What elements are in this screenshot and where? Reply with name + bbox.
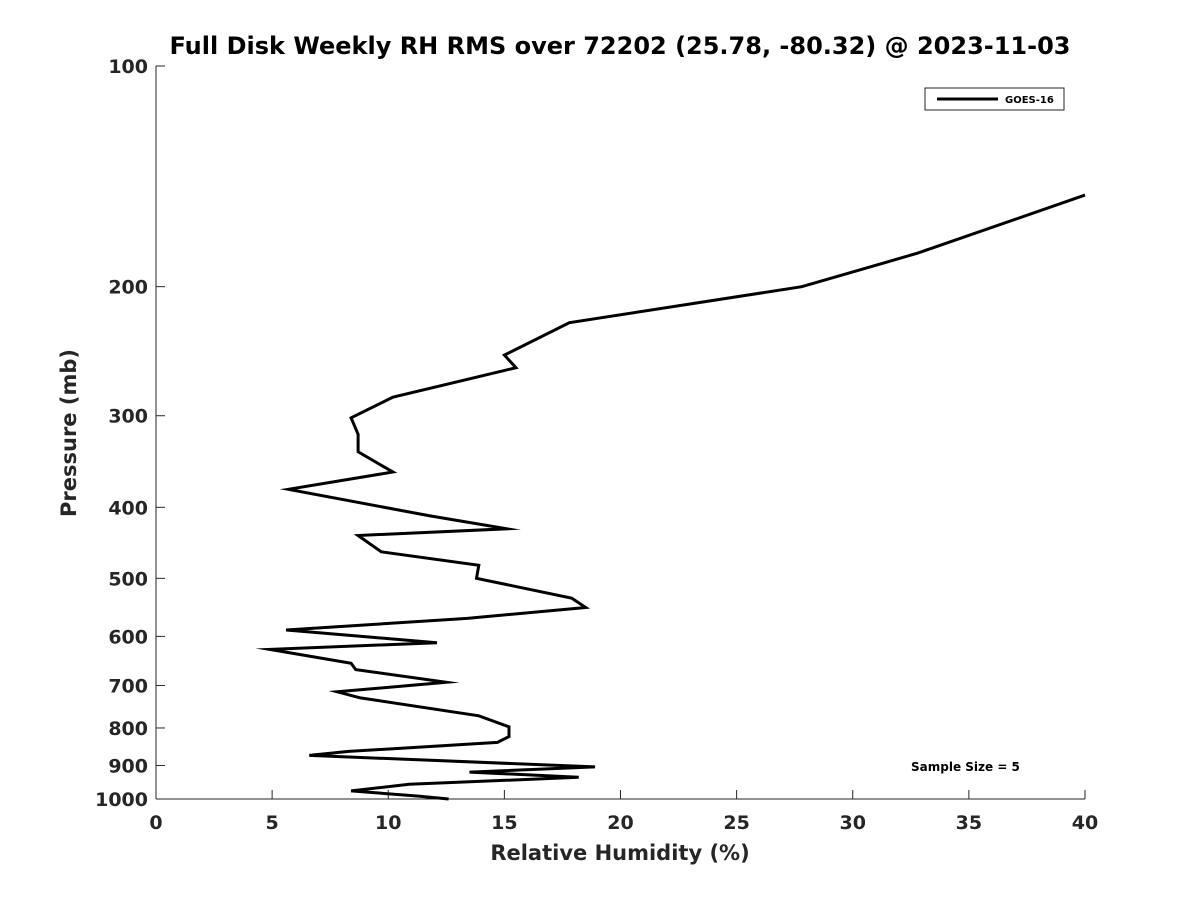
legend-label-goes-16: GOES-16 — [1005, 95, 1054, 106]
x-tick-label: 30 — [840, 812, 866, 834]
y-tick-label: 600 — [108, 626, 148, 648]
x-tick-label: 25 — [723, 812, 749, 834]
x-tick-label: 10 — [375, 812, 401, 834]
x-tick-label: 15 — [491, 812, 517, 834]
x-tick-label: 40 — [1072, 812, 1098, 834]
x-axis-label: Relative Humidity (%) — [490, 841, 749, 865]
y-tick-label: 200 — [108, 277, 148, 299]
x-tick-label: 20 — [607, 812, 633, 834]
y-tick-label: 900 — [108, 755, 148, 777]
x-tick-label: 0 — [149, 812, 162, 834]
sample-size-annotation: Sample Size = 5 — [911, 760, 1020, 774]
y-tick-label: 500 — [108, 568, 148, 590]
x-tick-label: 5 — [266, 812, 279, 834]
series-layer — [255, 193, 1086, 801]
y-tick-label: 100 — [108, 56, 148, 78]
y-tick-label: 700 — [108, 675, 148, 697]
y-tick-label: 400 — [108, 497, 148, 519]
legend: GOES-16 — [924, 87, 1065, 111]
y-tick-label: 800 — [108, 718, 148, 740]
y-tick-label: 300 — [108, 406, 148, 428]
chart-title: Full Disk Weekly RH RMS over 72202 (25.7… — [169, 32, 1070, 60]
y-axis-ticks: 100 200 300 400 500 600 700 800 900 1000 — [95, 56, 165, 811]
y-axis-label: Pressure (mb) — [57, 349, 81, 517]
plot-area: 0 5 10 15 20 25 30 35 40 100 200 300 400 500 600 700 80… — [95, 56, 1098, 834]
series-line-goes-16 — [255, 193, 1086, 801]
x-tick-label: 35 — [956, 812, 982, 834]
y-tick-label: 1000 — [95, 789, 148, 811]
x-axis-ticks: 0 5 10 15 20 25 30 35 40 — [149, 790, 1098, 834]
